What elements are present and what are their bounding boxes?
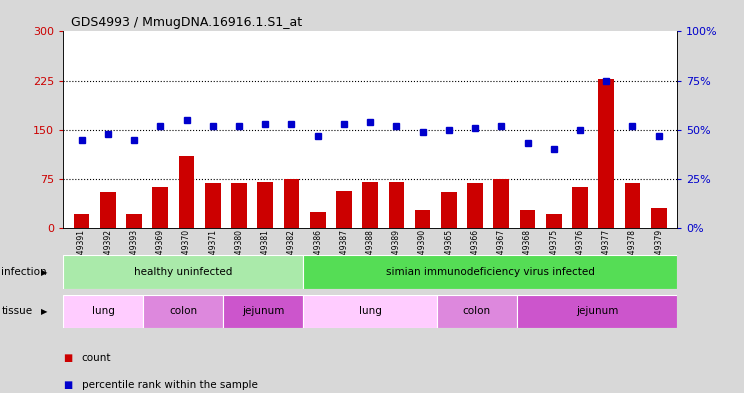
Bar xyxy=(598,79,614,228)
Bar xyxy=(517,295,677,328)
Text: colon: colon xyxy=(463,307,491,316)
Text: ■: ■ xyxy=(63,380,72,390)
Bar xyxy=(437,295,517,328)
Bar xyxy=(519,209,536,228)
Bar xyxy=(153,187,168,228)
Text: jejunum: jejunum xyxy=(243,307,284,316)
Text: colon: colon xyxy=(170,307,197,316)
Bar xyxy=(304,255,677,289)
Text: healthy uninfected: healthy uninfected xyxy=(134,267,233,277)
Bar xyxy=(205,184,221,228)
Bar xyxy=(283,179,299,228)
Text: percentile rank within the sample: percentile rank within the sample xyxy=(82,380,257,390)
Bar xyxy=(126,213,142,228)
Bar xyxy=(100,192,116,228)
Bar xyxy=(336,191,352,228)
Bar xyxy=(388,182,404,228)
Bar xyxy=(304,295,437,328)
Bar xyxy=(231,184,247,228)
Bar xyxy=(651,208,667,228)
Bar xyxy=(179,156,194,228)
Text: ▶: ▶ xyxy=(41,268,48,277)
Bar xyxy=(74,213,89,228)
Bar xyxy=(310,211,326,228)
Bar xyxy=(144,295,223,328)
Bar xyxy=(223,295,304,328)
Bar xyxy=(63,255,304,289)
Bar xyxy=(546,213,562,228)
Bar xyxy=(63,295,144,328)
Text: infection: infection xyxy=(1,267,47,277)
Bar xyxy=(362,182,378,228)
Text: tissue: tissue xyxy=(1,307,33,316)
Text: lung: lung xyxy=(359,307,382,316)
Text: GDS4993 / MmugDNA.16916.1.S1_at: GDS4993 / MmugDNA.16916.1.S1_at xyxy=(71,16,302,29)
Bar xyxy=(257,182,273,228)
Text: ■: ■ xyxy=(63,353,72,363)
Bar xyxy=(441,192,457,228)
Bar xyxy=(572,187,588,228)
Bar xyxy=(493,179,509,228)
Bar xyxy=(414,209,431,228)
Text: lung: lung xyxy=(92,307,115,316)
Text: jejunum: jejunum xyxy=(576,307,618,316)
Text: count: count xyxy=(82,353,112,363)
Text: simian immunodeficiency virus infected: simian immunodeficiency virus infected xyxy=(386,267,594,277)
Bar xyxy=(624,184,641,228)
Text: ▶: ▶ xyxy=(41,307,48,316)
Bar xyxy=(467,184,483,228)
